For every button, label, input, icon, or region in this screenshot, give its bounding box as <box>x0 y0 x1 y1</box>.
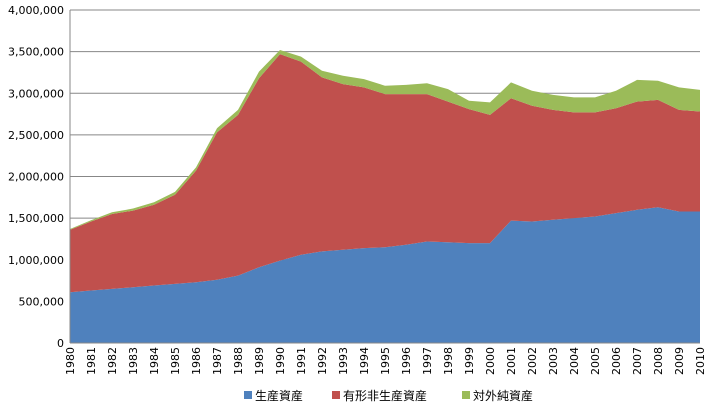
x-tick-label: 2006 <box>610 347 623 375</box>
x-tick-label: 1982 <box>106 347 119 375</box>
y-tick-label: 4,000,000 <box>8 4 64 17</box>
x-tick-label: 2002 <box>526 347 539 375</box>
x-tick-label: 1992 <box>316 347 329 375</box>
x-tick-label: 2001 <box>505 347 518 375</box>
x-tick-label: 1986 <box>190 347 203 375</box>
axes <box>69 10 700 344</box>
x-tick-label: 1996 <box>400 347 413 375</box>
x-tick-label: 1987 <box>211 347 224 375</box>
y-tick-label: 3,500,000 <box>8 46 64 59</box>
legend-swatch <box>462 391 470 399</box>
x-tick-label: 1989 <box>253 347 266 375</box>
legend-label: 生産資産 <box>255 388 303 403</box>
area-series-3 <box>70 49 700 230</box>
x-tick-label: 1999 <box>463 347 476 375</box>
area-series-1 <box>70 207 700 343</box>
x-tick-label: 2003 <box>547 347 560 375</box>
x-tick-label: 2010 <box>694 347 707 375</box>
x-tick-label: 2005 <box>589 347 602 375</box>
x-tick-label: 1995 <box>379 347 392 375</box>
x-tick-label: 1988 <box>232 347 245 375</box>
x-tick-label: 2008 <box>652 347 665 375</box>
y-tick-label: 1,500,000 <box>8 212 64 225</box>
x-tick-label: 2000 <box>484 347 497 375</box>
x-tick-label: 2009 <box>673 347 686 375</box>
legend: 生産資産 有形非生産資産 対外純資産 <box>244 388 533 403</box>
y-axis-ticks: 0 500,000 1,000,000 1,500,000 2,000,000 2,500… <box>8 4 64 350</box>
x-tick-label: 2004 <box>568 347 581 375</box>
x-tick-label: 1980 <box>64 347 77 375</box>
x-tick-label: 1998 <box>442 347 455 375</box>
y-tick-label: 2,000,000 <box>8 171 64 184</box>
x-tick-label: 1990 <box>274 347 287 375</box>
x-tick-label: 1993 <box>337 347 350 375</box>
legend-swatch <box>332 391 340 399</box>
x-tick-label: 1983 <box>127 347 140 375</box>
x-tick-label: 1981 <box>85 347 98 375</box>
y-tick-label: 500,000 <box>19 295 65 308</box>
legend-label: 有形非生産資産 <box>343 388 427 403</box>
x-axis-ticks: 1980 1981 1982 1983 1984 1985 1986 1987 1988 1989… <box>64 347 707 375</box>
x-tick-label: 1994 <box>358 347 371 375</box>
legend-item: 生産資産 <box>244 388 303 403</box>
x-tick-label: 1991 <box>295 347 308 375</box>
x-tick-label: 1985 <box>169 347 182 375</box>
y-tick-label: 0 <box>57 337 64 350</box>
x-tick-label: 1984 <box>148 347 161 375</box>
legend-label: 対外純資産 <box>473 388 533 403</box>
area-series-2 <box>70 54 700 293</box>
legend-item: 対外純資産 <box>462 388 533 403</box>
y-tick-label: 1,000,000 <box>8 254 64 267</box>
y-tick-label: 3,000,000 <box>8 87 64 100</box>
legend-swatch <box>244 391 252 399</box>
x-tick-label: 1997 <box>421 347 434 375</box>
y-tick-label: 2,500,000 <box>8 129 64 142</box>
legend-item: 有形非生産資産 <box>332 388 427 403</box>
area-series <box>70 49 700 343</box>
x-tick-label: 2007 <box>631 347 644 375</box>
